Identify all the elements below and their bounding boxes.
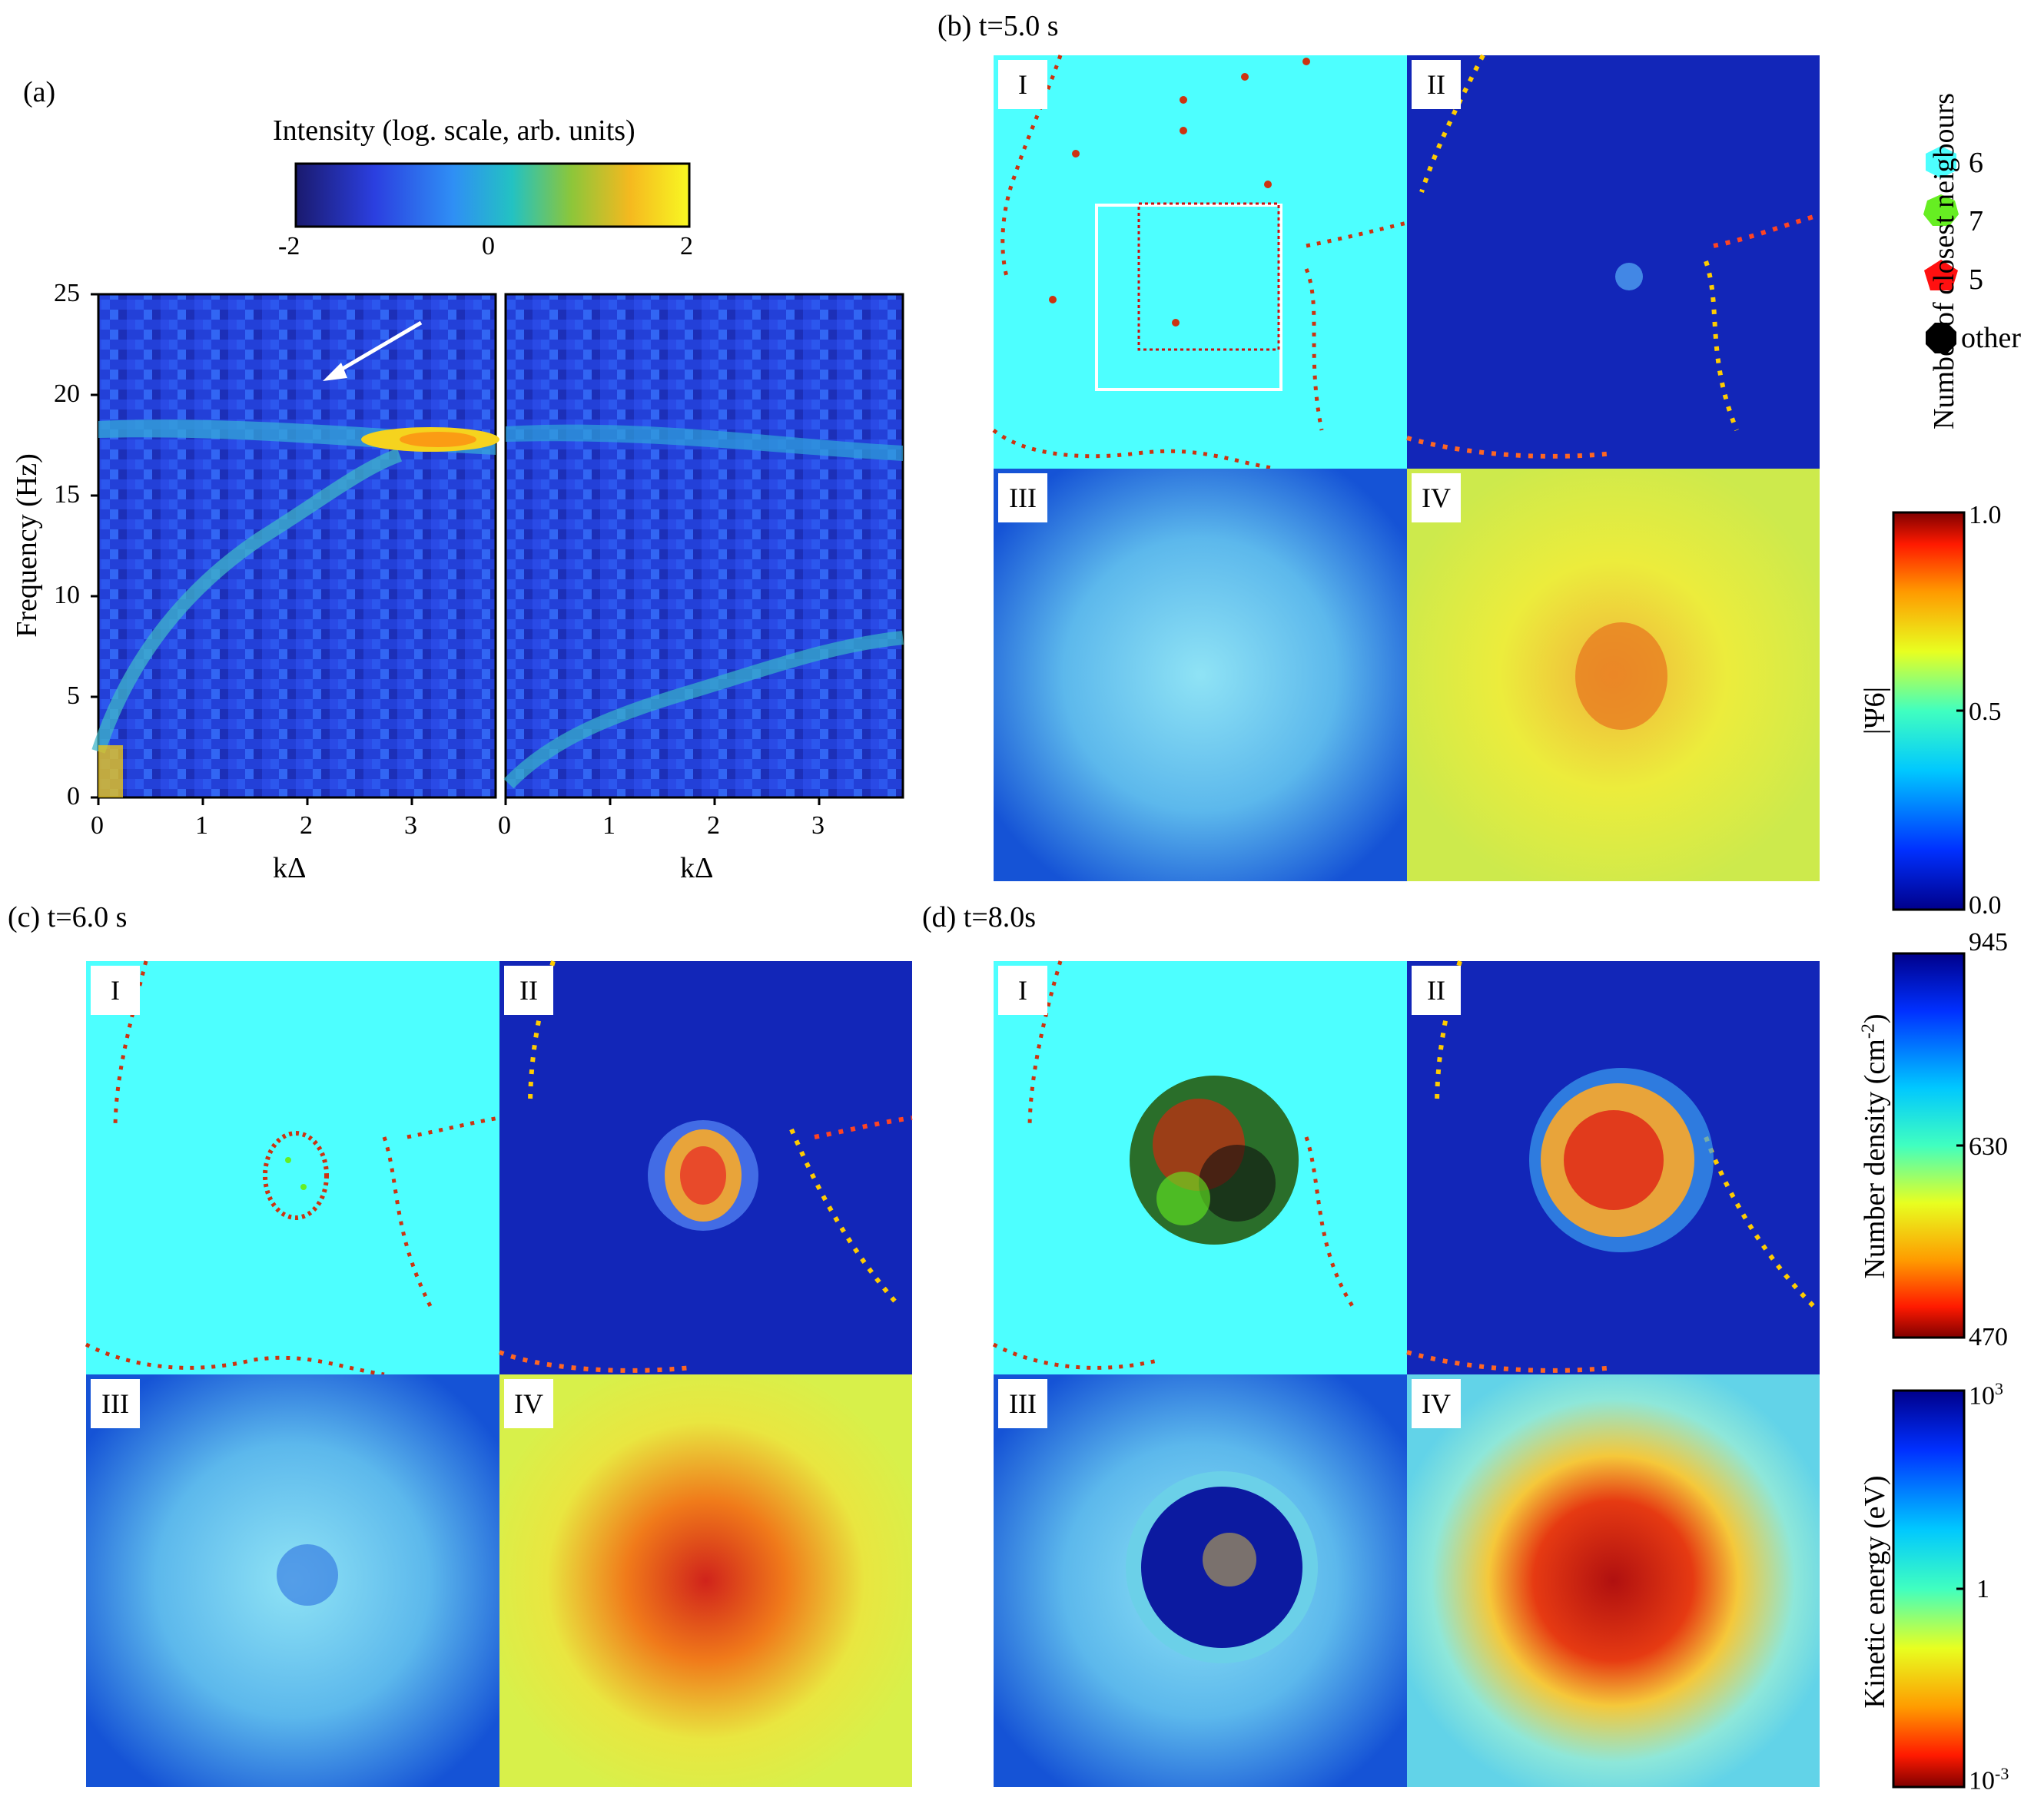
legend-label-other: other	[1961, 322, 2022, 354]
psi6-tick: 0.0	[1969, 891, 2002, 920]
density-tick: 630	[1969, 1132, 2008, 1161]
x-tick: 1	[602, 811, 616, 840]
intensity-colorbar	[294, 162, 691, 228]
intensity-tick: 2	[680, 232, 693, 260]
octagon-icon	[1926, 323, 1956, 353]
subpanel-tag-I: I	[91, 966, 140, 1015]
density-tick: 470	[1969, 1323, 2008, 1351]
panel-b-label: (b) t=5.0 s	[937, 10, 1059, 42]
subpanel-tag-III: III	[998, 473, 1047, 522]
y-tick: 15	[54, 480, 80, 509]
pentagon-icon	[1924, 260, 1958, 290]
zoom-box-white	[1095, 204, 1282, 391]
x-tick: 3	[404, 811, 417, 840]
legend-label-5: 5	[1969, 264, 1983, 296]
heptagon-icon	[1923, 194, 1959, 226]
intensity-tick: -2	[278, 232, 300, 260]
y-tick: 25	[54, 279, 80, 307]
density-colorbar	[1892, 952, 1966, 1339]
density-tick: 945	[1969, 928, 2008, 957]
legend-title: Number of closest neigbours	[1928, 93, 1960, 429]
panel-d-label: (d) t=8.0s	[922, 901, 1037, 933]
subpanel-tag-I: I	[998, 966, 1047, 1015]
y-tick: 10	[54, 581, 80, 609]
density-label: Number density (cm-2)	[1858, 1013, 1891, 1279]
y-tick: 0	[67, 782, 80, 811]
hexagon-icon	[1926, 146, 1956, 178]
x-tick: 1	[195, 811, 208, 840]
y-tick: 5	[67, 681, 80, 710]
arrow-annotation	[330, 320, 423, 377]
y-axis-label: Frequency (Hz)	[11, 453, 43, 638]
kinetic-colorbar	[1892, 1389, 1966, 1789]
legend-label-7: 7	[1969, 205, 1983, 237]
subpanel-tag-III: III	[91, 1379, 140, 1428]
subpanel-tag-I: I	[998, 60, 1047, 109]
legend-markers	[1923, 146, 1959, 353]
intensity-tick: 0	[482, 232, 495, 260]
zoom-box-red	[1137, 202, 1280, 351]
panel-a-label: (a)	[23, 76, 56, 108]
psi6-colorbar	[1892, 511, 1966, 911]
subpanel-tag-II: II	[1412, 966, 1461, 1015]
panel-d-images	[992, 960, 1820, 1787]
psi6-tick: 0.5	[1969, 698, 2002, 726]
subpanel-tag-IV: IV	[1412, 1379, 1461, 1428]
subpanel-tag-IV: IV	[1412, 473, 1461, 522]
x-tick: 3	[811, 811, 825, 840]
intensity-colorbar-title: Intensity (log. scale, arb. units)	[273, 114, 635, 147]
legend-label-6: 6	[1969, 147, 1983, 179]
subpanel-tag-II: II	[1412, 60, 1461, 109]
panel-c-label: (c) t=6.0 s	[8, 901, 128, 933]
kinetic-tick: 1	[1976, 1575, 1989, 1603]
kinetic-tick: 103	[1969, 1379, 2003, 1411]
panel-c-images	[85, 960, 913, 1787]
kinetic-label: Kinetic energy (eV)	[1859, 1475, 1891, 1709]
heatmap-left	[91, 293, 499, 799]
x-tick: 0	[498, 811, 511, 840]
subpanel-tag-II: II	[504, 966, 553, 1015]
x-axis-label: kΔ	[273, 852, 307, 884]
x-axis-label: kΔ	[680, 852, 714, 884]
panel-b-images	[992, 54, 1820, 881]
psi6-label: |Ψ6|	[1859, 686, 1891, 735]
heatmap-right	[503, 293, 904, 799]
psi6-tick: 1.0	[1969, 501, 2002, 529]
kinetic-tick: 10-3	[1969, 1764, 2009, 1795]
subpanel-tag-IV: IV	[504, 1379, 553, 1428]
x-tick: 0	[91, 811, 104, 840]
x-tick: 2	[707, 811, 720, 840]
subpanel-tag-III: III	[998, 1379, 1047, 1428]
arrow-head-icon	[323, 363, 347, 381]
y-tick: 20	[54, 380, 80, 408]
x-tick: 2	[300, 811, 313, 840]
